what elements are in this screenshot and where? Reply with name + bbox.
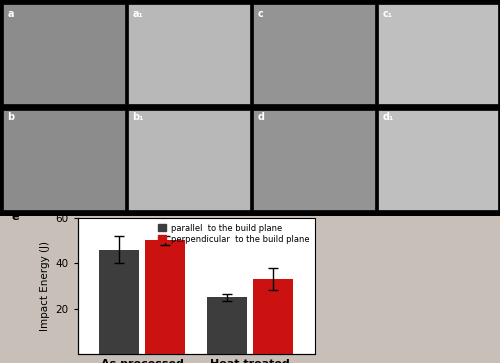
- Bar: [378, 110, 498, 209]
- Bar: [2, 4, 125, 104]
- Text: e: e: [11, 212, 18, 223]
- Y-axis label: Impact Energy (J): Impact Energy (J): [40, 241, 50, 331]
- Bar: [78, 218, 315, 354]
- Text: a: a: [8, 9, 14, 19]
- Text: d₁: d₁: [382, 112, 394, 122]
- Bar: [2, 110, 125, 209]
- Text: c: c: [258, 9, 263, 19]
- Bar: [252, 4, 375, 104]
- Bar: [145, 240, 186, 354]
- Text: a₁: a₁: [132, 9, 143, 19]
- Bar: [128, 110, 250, 209]
- Bar: [99, 250, 140, 354]
- Text: d: d: [258, 112, 264, 122]
- Bar: [207, 297, 248, 354]
- Text: b: b: [8, 112, 14, 122]
- Bar: [128, 4, 250, 104]
- Bar: [253, 279, 294, 354]
- Legend: parallel  to the build plane, perpendicular  to the build plane: parallel to the build plane, perpendicul…: [156, 222, 311, 245]
- Bar: [378, 4, 498, 104]
- Text: c₁: c₁: [382, 9, 392, 19]
- Text: b₁: b₁: [132, 112, 144, 122]
- Bar: [252, 110, 375, 209]
